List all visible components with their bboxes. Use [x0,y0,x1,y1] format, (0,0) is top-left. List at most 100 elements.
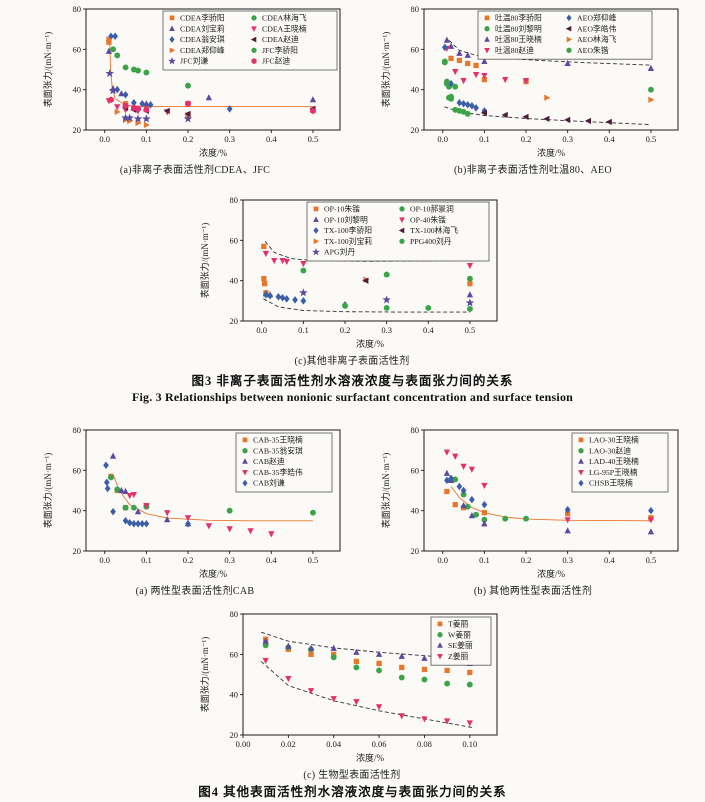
svg-text:0.4: 0.4 [423,325,434,335]
svg-text:0.0: 0.0 [99,134,110,144]
figure3-subplot-b: 0.0 0.1 0.2 0.3 0.4 0.5 20 40 60 80 浓度/% 表面张力/(mN·m… [378,2,688,176]
svg-text:0.0: 0.0 [99,555,110,565]
svg-text:CDEA翁安琪: CDEA翁安琪 [180,34,225,44]
svg-text:LG-95P王晓楠: LG-95P王晓楠 [589,467,638,477]
svg-text:0.3: 0.3 [224,134,235,144]
svg-text:CDEA林海飞: CDEA林海飞 [262,13,307,23]
svg-text:60: 60 [230,235,239,245]
svg-text:0.0: 0.0 [256,325,267,335]
svg-text:T姜丽: T姜丽 [448,619,469,629]
svg-text:20: 20 [73,546,82,556]
svg-text:OP-10刘黎明: OP-10刘黎明 [324,214,368,224]
chart-4b-other-amphoteric: 0.0 0.1 0.2 0.3 0.4 0.5 20 40 60 80 浓度/% 表面张力/(mN·m… [380,425,679,579]
svg-text:0.0: 0.0 [437,134,448,144]
svg-text:CDEA王晓楠: CDEA王晓楠 [262,23,307,33]
svg-text:40: 40 [230,276,239,286]
svg-text:20: 20 [230,316,239,326]
svg-text:0.1: 0.1 [479,134,490,144]
svg-text:浓度/%: 浓度/% [199,147,228,158]
svg-text:20: 20 [73,125,82,135]
svg-text:60: 60 [73,465,82,475]
svg-text:浓度/%: 浓度/% [356,752,385,763]
svg-text:20: 20 [411,546,420,556]
svg-text:80: 80 [73,4,82,14]
svg-text:0.5: 0.5 [646,134,657,144]
svg-text:40: 40 [230,690,239,700]
svg-text:0.5: 0.5 [465,325,476,335]
chart-4a-amphoteric-cab: 0.0 0.1 0.2 0.3 0.4 0.5 20 40 60 80 浓度/% 表面张力/(mN·m… [42,425,341,579]
svg-text:0.4: 0.4 [604,555,615,565]
svg-text:0.2: 0.2 [521,134,532,144]
svg-text:80: 80 [411,425,420,435]
subplot-caption-3b: (b)非离子表面活性剂吐温80、AEO [454,165,612,176]
svg-text:浓度/%: 浓度/% [199,568,228,579]
svg-text:0.2: 0.2 [340,325,351,335]
svg-text:20: 20 [411,125,420,135]
svg-text:浓度/%: 浓度/% [537,568,566,579]
svg-text:0.04: 0.04 [326,739,342,749]
svg-text:AEO李皓伟: AEO李皓伟 [577,23,617,33]
svg-text:SE姜丽: SE姜丽 [448,640,473,650]
svg-text:0.3: 0.3 [381,325,392,335]
svg-text:0.4: 0.4 [604,134,615,144]
svg-text:0.1: 0.1 [479,555,490,565]
svg-text:表面张力/(mN·m⁻¹): 表面张力/(mN·m⁻¹) [380,32,391,107]
svg-text:CAB-35王晓楠: CAB-35王晓楠 [253,435,303,445]
svg-text:CDEA刘宝莉: CDEA刘宝莉 [180,23,225,33]
svg-text:0.06: 0.06 [372,739,387,749]
svg-text:0.4: 0.4 [266,134,277,144]
svg-text:AEO朱锴: AEO朱锴 [577,45,609,55]
svg-text:浓度/%: 浓度/% [356,338,385,349]
svg-text:JFC刘谦: JFC刘谦 [180,56,208,66]
svg-text:40: 40 [73,85,82,95]
figure4-caption-zh: 图4 其他表面活性剂水溶液浓度与表面张力间的关系 [198,785,507,799]
chart-4c-biological: 0.00 0.02 0.04 0.06 0.08 0.10 20 40 60 80 浓度/% 表面张力… [199,609,498,763]
svg-text:80: 80 [230,195,239,205]
svg-text:0.4: 0.4 [266,555,277,565]
svg-text:AEO林海飞: AEO林海飞 [577,34,617,44]
svg-text:0.1: 0.1 [141,555,152,565]
svg-text:CAB赵迪: CAB赵迪 [253,456,285,466]
chart-3b-nonionic-tween80-aeo: 0.0 0.1 0.2 0.3 0.4 0.5 20 40 60 80 浓度/% 表面张力/(mN·m… [380,4,679,158]
svg-text:LAD-40王晓楠: LAD-40王晓楠 [589,456,639,466]
svg-text:浓度/%: 浓度/% [537,147,566,158]
svg-text:40: 40 [411,85,420,95]
svg-text:OP-40朱锴: OP-40朱锴 [410,214,446,224]
svg-text:40: 40 [73,506,82,516]
svg-text:80: 80 [230,609,239,619]
svg-text:JFC李骄阳: JFC李骄阳 [262,45,298,55]
chart-3c-other-nonionic: 0.0 0.1 0.2 0.3 0.4 0.5 20 40 60 80 浓度/% 表面张力/(mN·m… [199,195,498,349]
svg-text:0.10: 0.10 [462,739,477,749]
figure3-subplot-a: 0.0 0.1 0.2 0.3 0.4 0.5 20 40 60 80 浓度/% 表面张力/(mN·m… [40,2,350,176]
figure4-subplot-a: 0.0 0.1 0.2 0.3 0.4 0.5 20 40 60 80 浓度/% 表面张力/(mN·m… [40,423,350,597]
subplot-caption-4c: (c) 生物型表面活性剂 [303,770,401,781]
subplot-caption-3a: (a)非离子表面活性剂CDEA、JFC [119,165,271,176]
svg-text:60: 60 [73,44,82,54]
svg-text:60: 60 [411,465,420,475]
svg-text:AEO郑仰峰: AEO郑仰峰 [577,13,617,23]
svg-text:Z姜丽: Z姜丽 [448,651,469,661]
svg-text:LAO-30赵迪: LAO-30赵迪 [589,445,631,455]
chart-3a-nonionic-cdea-jfc: 0.0 0.1 0.2 0.3 0.4 0.5 20 40 60 80 浓度/% 表面张力/(mN·m… [42,4,341,158]
svg-text:CDEA郑仰峰: CDEA郑仰峰 [180,45,225,55]
svg-text:吐温80李骄阳: 吐温80李骄阳 [495,13,542,23]
svg-text:PPG400刘丹: PPG400刘丹 [410,236,452,246]
svg-text:60: 60 [230,649,239,659]
svg-text:CHSB王晓楠: CHSB王晓楠 [589,478,633,488]
svg-text:0.00: 0.00 [236,739,251,749]
svg-text:40: 40 [411,506,420,516]
svg-text:0.08: 0.08 [417,739,432,749]
svg-text:0.2: 0.2 [183,134,194,144]
svg-text:吐温80王晓楠: 吐温80王晓楠 [495,34,542,44]
figure3-caption-en: Fig. 3 Relationships between nonionic su… [131,390,574,404]
svg-text:60: 60 [411,44,420,54]
svg-text:20: 20 [230,730,239,740]
svg-text:0.2: 0.2 [183,555,194,565]
figure4-subplot-c: 0.00 0.02 0.04 0.06 0.08 0.10 20 40 60 80 浓度/% 表面张力… [197,607,507,781]
subplot-caption-3c: (c)其他非离子表面活性剂 [294,356,410,367]
svg-text:JFC赵迪: JFC赵迪 [262,56,290,66]
svg-text:吐温80刘黎明: 吐温80刘黎明 [495,23,542,33]
svg-text:0.5: 0.5 [646,555,657,565]
svg-text:W姜丽: W姜丽 [448,629,471,639]
